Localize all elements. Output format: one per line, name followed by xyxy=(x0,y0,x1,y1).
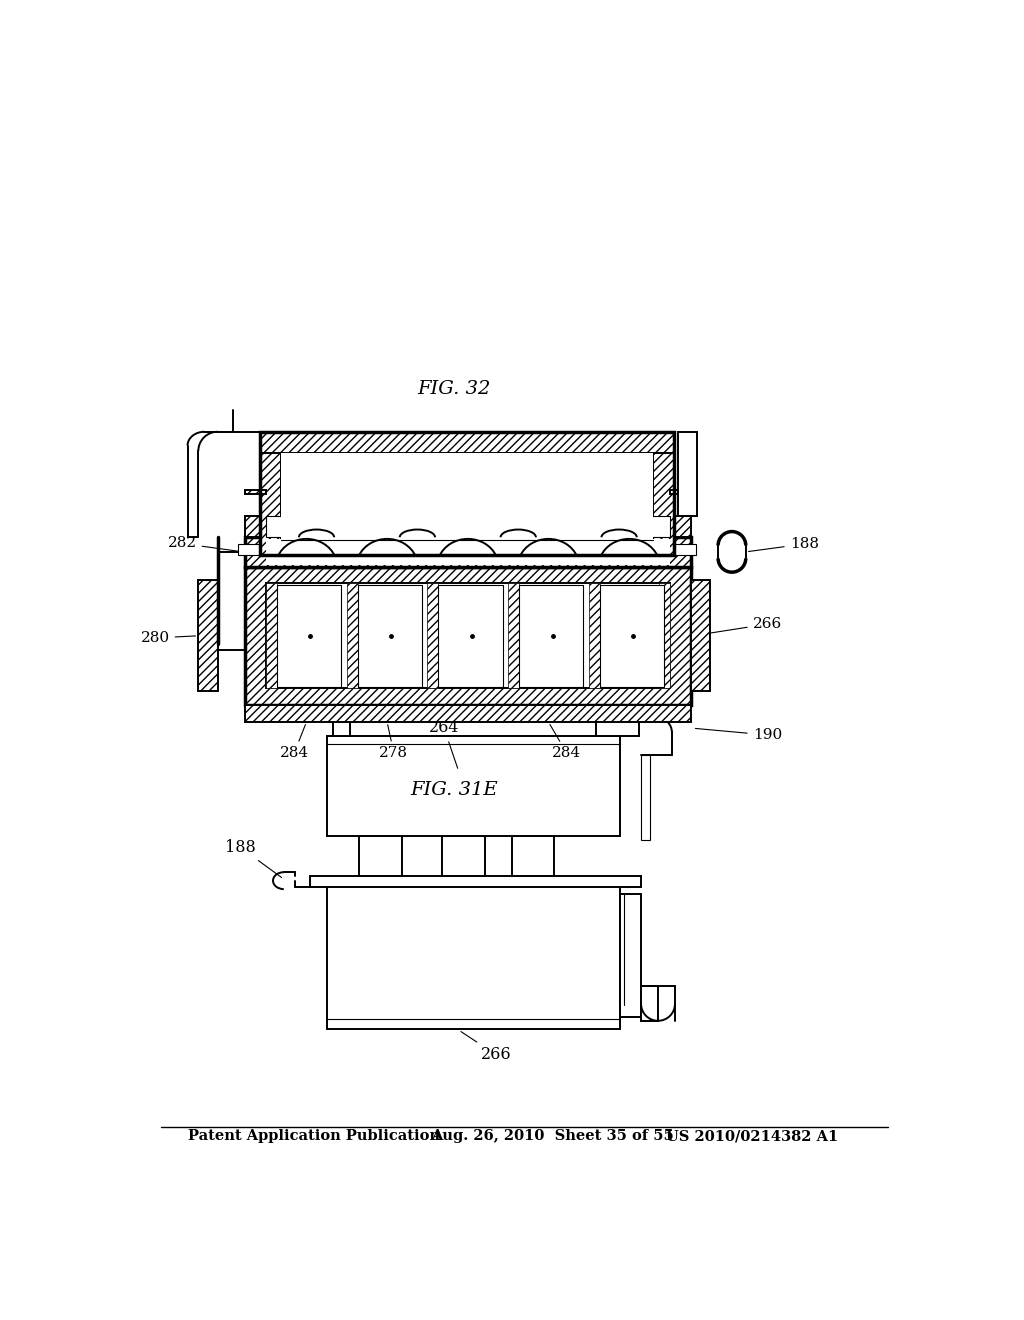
Text: 280: 280 xyxy=(140,631,196,645)
Text: 190: 190 xyxy=(695,729,782,742)
Wedge shape xyxy=(364,543,411,564)
Text: FIG. 32: FIG. 32 xyxy=(417,380,490,399)
Bar xyxy=(359,836,401,876)
Text: Aug. 26, 2010  Sheet 35 of 55: Aug. 26, 2010 Sheet 35 of 55 xyxy=(431,1130,674,1143)
Bar xyxy=(357,585,422,686)
Text: 266: 266 xyxy=(695,618,782,635)
Text: 286: 286 xyxy=(286,490,314,524)
Bar xyxy=(347,583,357,688)
Text: 274: 274 xyxy=(367,490,395,524)
Bar xyxy=(641,986,658,1020)
Bar xyxy=(427,583,438,688)
Bar xyxy=(658,583,670,688)
Wedge shape xyxy=(444,543,492,564)
Bar xyxy=(589,583,600,688)
Bar xyxy=(652,432,674,554)
Wedge shape xyxy=(283,543,331,564)
Bar xyxy=(508,583,519,688)
Bar xyxy=(266,583,276,688)
Bar xyxy=(245,705,691,722)
Bar xyxy=(266,583,670,688)
Bar xyxy=(691,581,711,692)
Bar xyxy=(260,432,282,554)
Bar xyxy=(600,585,665,686)
Text: 266: 266 xyxy=(461,1031,512,1064)
Bar xyxy=(239,544,260,554)
Bar xyxy=(260,432,674,453)
Bar xyxy=(282,453,652,554)
Text: 272: 272 xyxy=(469,434,512,473)
Text: 284: 284 xyxy=(280,725,308,760)
Bar xyxy=(333,705,350,737)
Text: 278: 278 xyxy=(380,725,409,760)
Text: US 2010/0214382 A1: US 2010/0214382 A1 xyxy=(666,1130,838,1143)
Bar xyxy=(641,755,650,840)
Bar xyxy=(245,490,266,494)
Text: FIG. 31E: FIG. 31E xyxy=(411,781,498,799)
Bar xyxy=(245,537,691,566)
Bar xyxy=(327,882,620,1028)
Bar xyxy=(519,585,584,686)
Text: 188: 188 xyxy=(749,537,818,552)
Wedge shape xyxy=(605,543,653,564)
Text: 264: 264 xyxy=(429,719,459,768)
Bar xyxy=(266,539,670,565)
Text: 282: 282 xyxy=(168,536,241,552)
Bar xyxy=(245,566,691,705)
Bar xyxy=(596,719,639,737)
Wedge shape xyxy=(524,543,572,564)
Bar xyxy=(512,836,554,876)
Bar xyxy=(670,490,691,494)
Bar xyxy=(442,836,484,876)
Bar xyxy=(266,516,670,537)
Bar xyxy=(310,876,641,887)
Text: 188: 188 xyxy=(225,840,282,878)
Bar xyxy=(260,432,674,554)
Bar xyxy=(327,737,620,836)
Bar xyxy=(245,516,266,537)
Bar xyxy=(199,581,217,692)
Bar xyxy=(678,432,697,516)
Bar xyxy=(438,585,503,686)
Text: 284: 284 xyxy=(550,725,582,760)
Bar xyxy=(620,894,641,1016)
Bar xyxy=(670,516,691,537)
Bar xyxy=(674,544,695,554)
Text: Patent Application Publication: Patent Application Publication xyxy=(188,1130,440,1143)
Bar xyxy=(276,585,341,686)
